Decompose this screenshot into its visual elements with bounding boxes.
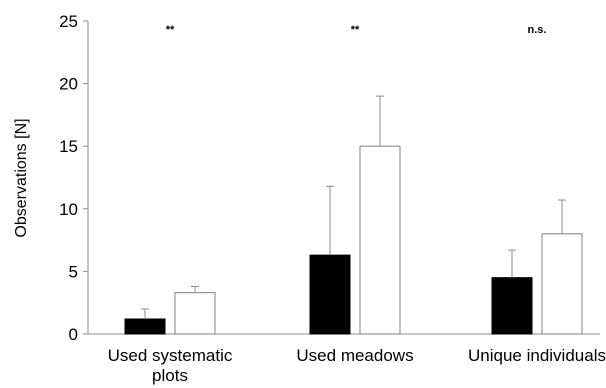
x-category-label: plots	[152, 366, 188, 385]
significance-label: **	[166, 24, 175, 36]
x-category-label: Unique individuals	[468, 346, 606, 365]
bars	[124, 145, 583, 335]
significance-labels: ** ** n.s.	[166, 24, 547, 36]
y-tick-label: 25	[59, 12, 78, 31]
y-tick-label: 20	[59, 75, 78, 94]
bar	[309, 254, 351, 335]
bar	[174, 292, 216, 335]
y-axis-label: Observations [N]	[13, 118, 30, 237]
error-bars	[141, 95, 566, 319]
bar	[541, 233, 583, 335]
y-axis: 0 5 10 15 20 25	[59, 12, 89, 344]
significance-label: **	[351, 24, 360, 36]
bar	[359, 145, 401, 335]
significance-label: n.s.	[528, 24, 547, 36]
y-tick-label: 0	[69, 325, 78, 344]
x-category-label: Used meadows	[296, 346, 413, 365]
bar	[124, 318, 166, 335]
y-tick-label: 5	[69, 262, 78, 281]
x-category-label: Used systematic	[108, 346, 233, 365]
bar	[491, 277, 533, 335]
y-tick-label: 10	[59, 200, 78, 219]
y-tick-label: 15	[59, 137, 78, 156]
